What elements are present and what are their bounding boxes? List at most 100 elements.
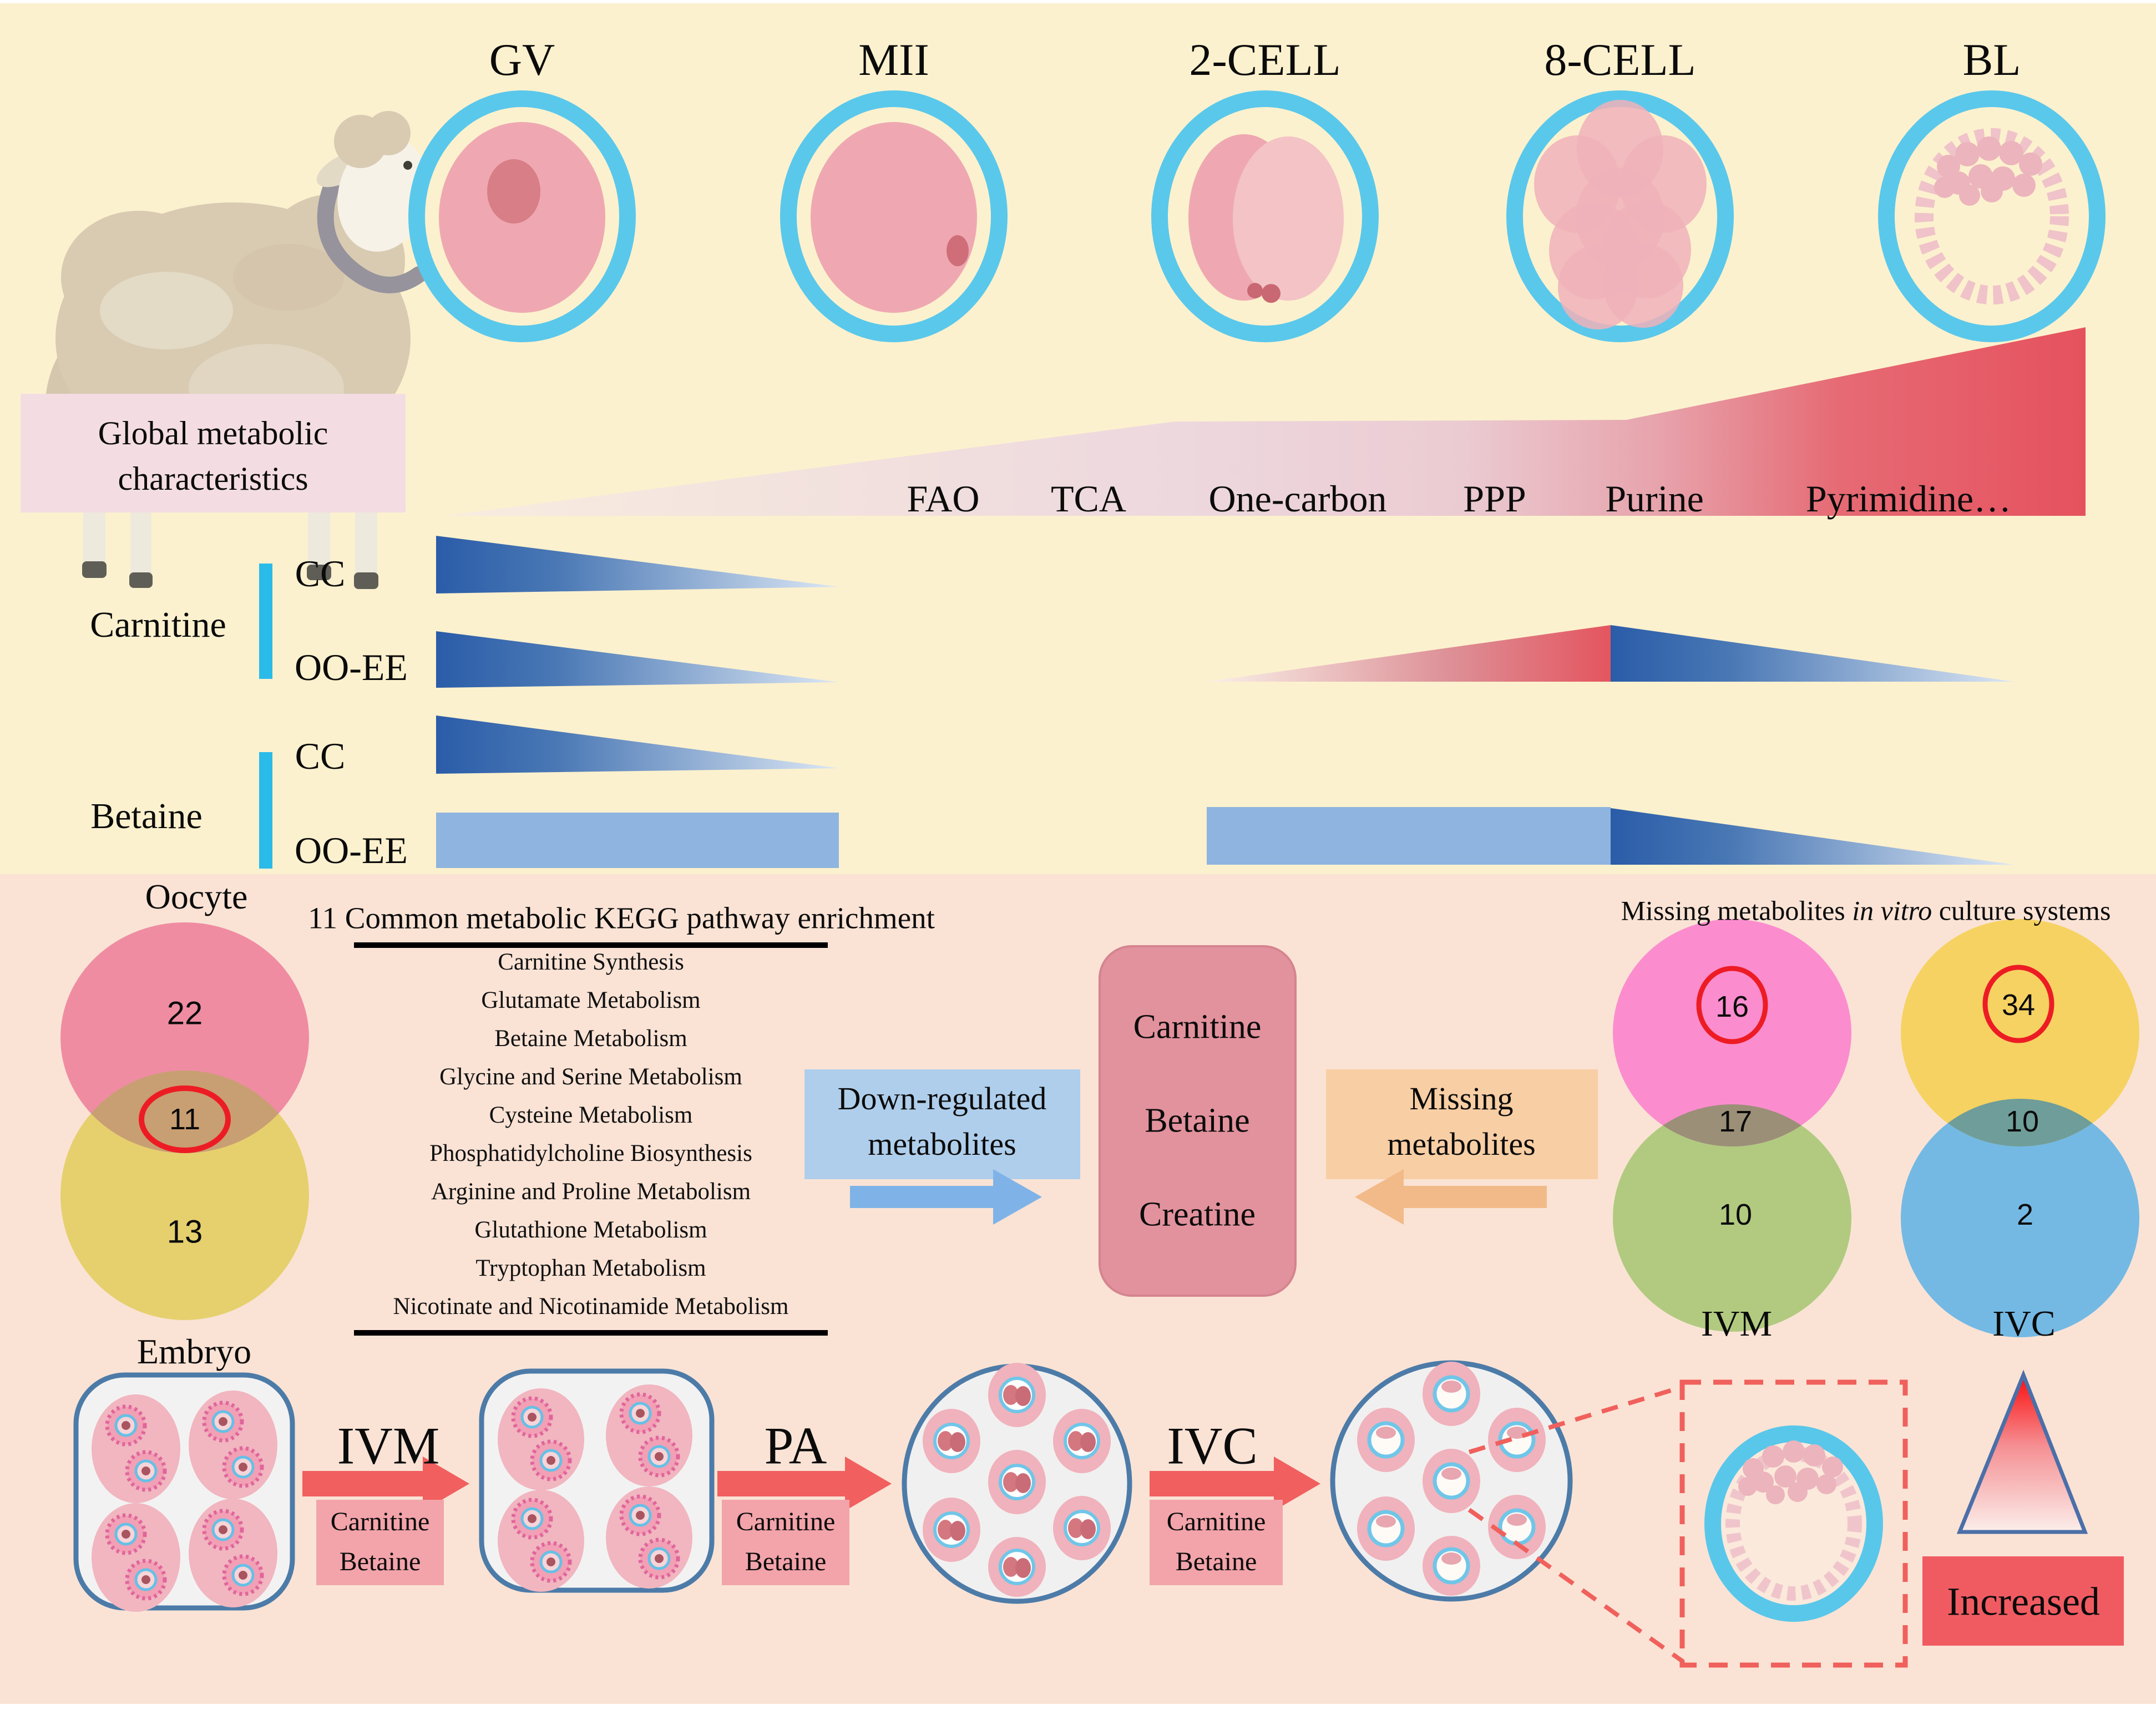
venn-left-overlap-count: 11 [169,1102,201,1136]
pathway-label-fao: FAO [907,477,980,520]
ivm-arrow-icon [302,1457,469,1511]
venn-left-top-label: Oocyte [145,877,248,917]
highlight-circle [1982,965,2054,1043]
betaine-row-label: Betaine [90,796,203,837]
carnitine-cc-label: CC [295,552,346,595]
gmc-line1: Global metabolic [98,415,328,451]
betaine-ooee-fall-triangle [1611,808,2015,865]
venn-ivm [1613,919,1851,1332]
ivm-unique-count: 16 [1715,990,1749,1023]
gv-oocyte-icon [408,90,636,342]
kegg-title: 11 Common metabolic KEGG pathway enrichm… [308,901,935,935]
venn-ivc-label: IVC [1992,1303,2056,1344]
kegg-item: Arginine and Proline Metabolism [431,1179,751,1205]
increased-box [1922,1556,2124,1646]
venn-left-top-count: 22 [166,995,203,1032]
ivc-supp-line2: Betaine [1175,1547,1257,1576]
increased-label: Increased [1947,1579,2100,1624]
ivc-unique-count: 34 [2001,988,2036,1022]
blue-right-arrow-icon [850,1169,1042,1225]
betaine-cc-label: CC [295,734,346,777]
kegg-item: Glycine and Serine Metabolism [439,1064,742,1090]
kegg-item: Betaine Metabolism [494,1026,687,1052]
carnitine-bracket-bar [259,564,272,679]
venn-right-title: Missing metabolites in vitro culture sys… [1621,895,2111,927]
ivm-supp-line2: Betaine [339,1547,421,1576]
workflow-step-ivm-label: IVM [337,1416,440,1475]
dish-oocytes-matured [479,1368,715,1593]
kegg-bottom-rule [354,1330,828,1336]
venn-right-title-pre: Missing metabolites [1621,895,1853,926]
ivm-supplement-box [316,1500,444,1585]
carnitine-betaine-bars [259,536,2015,869]
pathway-label-tca: TCA [1051,477,1126,520]
metabolite-creatine: Creatine [1138,1195,1256,1234]
ivm-overlap-count: 17 [1718,1104,1753,1138]
mii-oocyte-icon [780,90,1008,342]
betaine-cc-triangle [436,716,839,774]
highlight-circle [1696,966,1768,1044]
metabolite-betaine: Betaine [1145,1102,1250,1140]
kegg-item: Cysteine Metabolism [489,1102,693,1128]
stage-label-bl: BL [1962,34,2021,85]
pathway-label-purine: Purine [1605,477,1704,520]
ivc-other-count: 2 [2016,1197,2034,1231]
ivc-overlap-count: 10 [2005,1104,2039,1138]
orange-left-arrow-icon [1355,1169,1547,1225]
betaine-ooee-left-bar [436,813,839,868]
ivc-arrow-icon [1150,1457,1320,1511]
zoom-callout-line-top [1468,1384,1684,1454]
gmc-line2: characteristics [118,460,308,497]
kegg-item: Phosphatidylcholine Biosynthesis [429,1140,752,1166]
stage-label-gv: GV [489,34,555,85]
missing-line1: Missing [1409,1080,1514,1117]
carnitine-cc-triangle [436,536,839,593]
betaine-bracket-bar [259,752,272,869]
missing-metabolites-box [1326,1069,1598,1179]
down-regulated-label: Down-regulated metabolites [838,1076,1047,1167]
metabolite-carnitine: Carnitine [1133,1008,1262,1046]
ivc-supplement-box [1150,1500,1283,1585]
highlight-circle [139,1085,231,1153]
kegg-item: Tryptophan Metabolism [475,1255,706,1281]
ivm-supp-line1: Carnitine [330,1507,430,1536]
carnitine-ooee-fall-triangle [1611,625,2015,682]
kegg-pathway-list: Carnitine Synthesis Glutamate Metabolism… [333,943,849,1326]
eight-cell-embryo-icon [1506,90,1734,342]
kegg-item: Carnitine Synthesis [498,949,684,975]
two-cell-embryo-icon [1151,90,1379,342]
venn-ivc [1901,919,2139,1337]
pa-supp-line2: Betaine [745,1547,827,1576]
carnitine-ooee-rise-triangle [1207,625,1611,682]
dish-two-cell-embryos [902,1363,1132,1604]
down-regulated-line1: Down-regulated [837,1080,1047,1117]
stage-label-8cell: 8-CELL [1544,34,1696,85]
betaine-ooee-label: OO-EE [295,829,408,871]
increased-triangle-icon [1956,1369,2088,1534]
carnitine-ooee-left-triangle [436,631,839,688]
zoom-box [1679,1379,1908,1668]
pathway-label-one-carbon: One-carbon [1208,477,1387,520]
pa-supplement-box [722,1500,849,1585]
workflow-step-ivc-label: IVC [1167,1416,1258,1475]
dish-blastocysts [1330,1360,1573,1602]
kegg-item: Glutamate Metabolism [481,987,701,1013]
kegg-item: Glutathione Metabolism [474,1217,707,1243]
pathway-label-ppp: PPP [1463,477,1526,520]
pathway-gradient-wedge [444,327,2086,516]
venn-ivm-label: IVM [1700,1303,1773,1344]
carnitine-row-label: Carnitine [90,605,226,646]
ivc-supplement-label: Carnitine Betaine [1167,1502,1266,1582]
down-regulated-box [804,1069,1080,1179]
kegg-item: Nicotinate and Nicotinamide Metabolism [393,1293,789,1320]
carnitine-ooee-label: OO-EE [295,646,408,688]
metabolite-box [1099,945,1297,1297]
gmc-box [21,394,406,513]
ivc-supp-line1: Carnitine [1166,1507,1266,1536]
pa-supplement-label: Carnitine Betaine [736,1502,836,1582]
venn-right-title-italic: in vitro [1852,895,1932,926]
dish-oocytes-immature [73,1372,295,1612]
zoom-callout-line-bottom [1467,1508,1685,1664]
